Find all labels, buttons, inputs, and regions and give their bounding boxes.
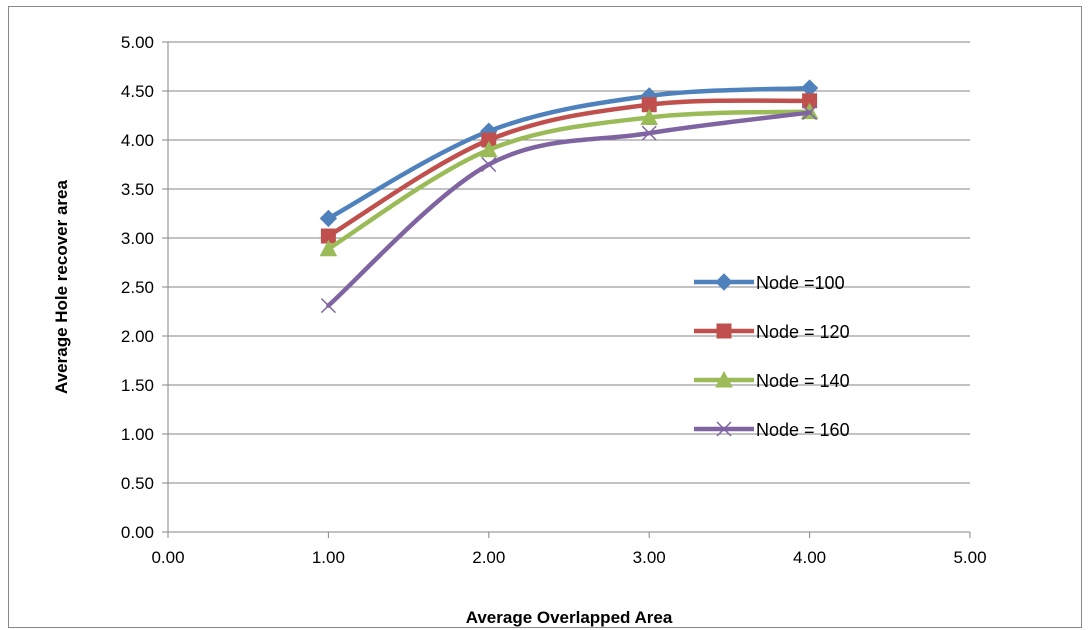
data-point [481, 156, 497, 173]
x-tick-label: 3.00 [633, 548, 666, 567]
y-tick-label: 4.00 [121, 131, 154, 150]
x-tick-label: 1.00 [312, 548, 345, 567]
y-tick-label: 2.00 [121, 327, 154, 346]
y-tick-label: 5.00 [121, 33, 154, 52]
data-point [641, 125, 657, 141]
marker-stroke [641, 125, 657, 141]
y-tick-label: 0.50 [121, 474, 154, 493]
x-tick-label: 2.00 [472, 548, 505, 567]
legend-label: Node = 120 [756, 322, 850, 342]
legend-entry-1: Node =100 [694, 273, 845, 293]
y-tick-label: 3.00 [121, 229, 154, 248]
series-4 [320, 105, 818, 314]
series-line [326, 98, 812, 239]
legend-label: Node = 160 [756, 420, 850, 440]
marker-stroke [481, 156, 497, 173]
legend-entry-2: Node = 120 [694, 322, 850, 342]
tick-labels: 0.00 0.50 1.00 1.50 2.00 2.50 3.00 3.50 4.00 4.50… [121, 33, 987, 567]
legend-marker [715, 370, 733, 388]
data-point [319, 209, 338, 228]
marker-stroke [320, 298, 336, 314]
series-line [326, 109, 812, 252]
y-tick-label: 0.00 [121, 523, 154, 542]
data-point [802, 105, 818, 121]
data-point [320, 298, 336, 314]
legend-label: Node =100 [756, 273, 845, 293]
y-tick-label: 1.50 [121, 376, 154, 395]
x-tick-label: 5.00 [953, 548, 986, 567]
legend-entry-4: Node = 160 [694, 420, 850, 440]
x-tick-label: 4.00 [793, 548, 826, 567]
legend: Node =100 Node = 120 Node = 140 Node = 160 [694, 273, 850, 440]
series-line [326, 85, 812, 221]
series-line [326, 110, 812, 308]
axes [162, 41, 971, 538]
marker-stroke [716, 421, 732, 437]
legend-entry-3: Node = 140 [694, 370, 850, 391]
data-point [319, 239, 338, 257]
y-axis-title: Average Hole recover area [52, 180, 71, 394]
data-point [479, 140, 498, 158]
y-tick-label: 2.50 [121, 278, 154, 297]
data-point [640, 108, 659, 125]
legend-marker [715, 273, 733, 291]
x-tick-label: 0.00 [151, 548, 184, 567]
series-2 [320, 93, 818, 244]
y-tick-label: 3.50 [121, 180, 154, 199]
legend-marker [716, 323, 732, 339]
legend-marker [716, 421, 732, 437]
gridlines [168, 41, 970, 484]
legend-label: Node = 140 [756, 371, 850, 391]
marker-stroke [802, 105, 818, 121]
y-tick-label: 1.00 [121, 425, 154, 444]
y-tick-label: 4.50 [121, 82, 154, 101]
series-lines [319, 79, 819, 314]
chart-frame [8, 6, 1082, 628]
x-axis-title: Average Overlapped Area [466, 608, 673, 627]
